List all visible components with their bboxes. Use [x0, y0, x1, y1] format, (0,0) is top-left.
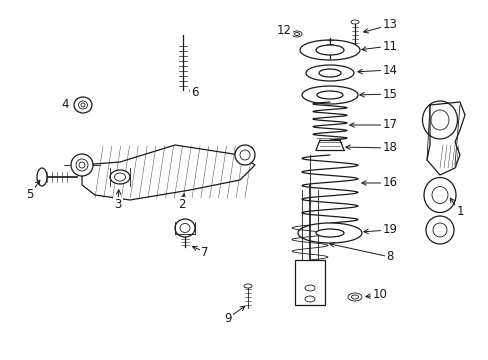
Text: 19: 19	[382, 224, 397, 237]
Ellipse shape	[291, 31, 302, 37]
Ellipse shape	[423, 177, 455, 212]
Ellipse shape	[37, 168, 47, 186]
Text: 9: 9	[224, 311, 231, 324]
Ellipse shape	[305, 296, 314, 302]
Text: 2: 2	[178, 198, 185, 211]
Ellipse shape	[244, 284, 251, 288]
Text: 5: 5	[26, 189, 34, 202]
Ellipse shape	[74, 97, 92, 113]
Polygon shape	[82, 145, 254, 200]
Ellipse shape	[305, 285, 314, 291]
Ellipse shape	[235, 145, 254, 165]
Text: 7: 7	[201, 246, 208, 258]
Text: 16: 16	[382, 176, 397, 189]
Text: 18: 18	[382, 141, 397, 154]
Ellipse shape	[175, 219, 195, 237]
FancyBboxPatch shape	[294, 260, 325, 305]
Ellipse shape	[294, 32, 299, 36]
Text: 12: 12	[276, 23, 291, 36]
Ellipse shape	[302, 86, 357, 104]
Text: 3: 3	[114, 198, 122, 211]
Text: 11: 11	[382, 40, 397, 53]
Ellipse shape	[71, 154, 93, 176]
Ellipse shape	[422, 101, 457, 139]
Text: 1: 1	[455, 206, 463, 219]
Text: 10: 10	[372, 288, 386, 301]
Ellipse shape	[425, 216, 453, 244]
Ellipse shape	[305, 65, 353, 81]
Ellipse shape	[316, 91, 342, 99]
Ellipse shape	[347, 293, 361, 301]
Polygon shape	[426, 102, 464, 175]
Text: 15: 15	[382, 87, 397, 100]
Text: 13: 13	[382, 18, 397, 31]
Ellipse shape	[110, 170, 130, 184]
Ellipse shape	[318, 69, 340, 77]
Text: 6: 6	[191, 85, 198, 99]
Ellipse shape	[297, 223, 361, 243]
Ellipse shape	[299, 40, 359, 60]
Ellipse shape	[350, 20, 358, 24]
Text: 8: 8	[386, 251, 393, 264]
Text: 4: 4	[61, 99, 69, 112]
Text: 14: 14	[382, 63, 397, 77]
Ellipse shape	[315, 45, 343, 55]
Text: 17: 17	[382, 118, 397, 131]
Ellipse shape	[351, 295, 358, 299]
Ellipse shape	[315, 229, 343, 237]
